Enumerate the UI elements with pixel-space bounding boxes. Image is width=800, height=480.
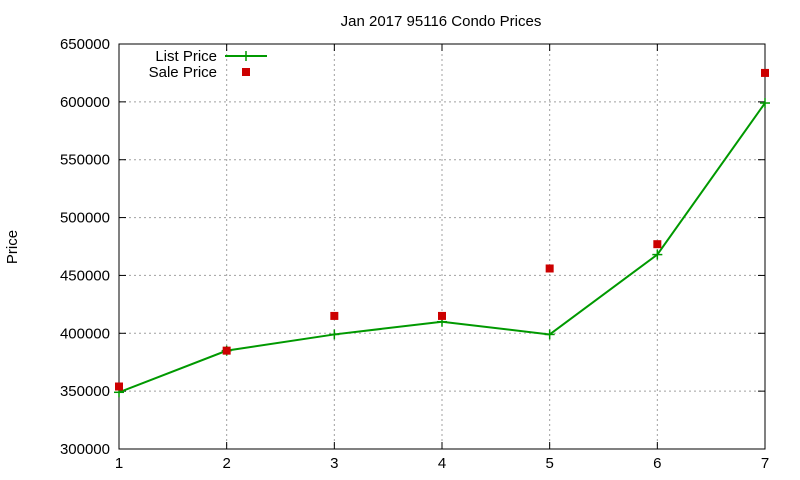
legend-marker-list-price bbox=[241, 51, 251, 61]
sale-price-point bbox=[330, 311, 339, 320]
x-tick-label: 5 bbox=[545, 455, 553, 472]
list-price-point bbox=[544, 329, 555, 340]
axes: 300000 350000 400000 450000 500000 550000 6000… bbox=[60, 36, 769, 472]
x-tick-label: 7 bbox=[761, 455, 769, 472]
grid bbox=[119, 44, 765, 449]
x-tick-label: 2 bbox=[222, 455, 230, 472]
list-price-point bbox=[329, 329, 340, 340]
y-tick-label: 450000 bbox=[60, 267, 110, 284]
x-tick-label: 3 bbox=[330, 455, 338, 472]
sale-price-point bbox=[653, 240, 662, 249]
y-tick-label: 550000 bbox=[60, 152, 110, 169]
sale-price-point bbox=[761, 68, 769, 77]
series bbox=[114, 68, 770, 398]
y-tick-label: 350000 bbox=[60, 383, 110, 400]
list-price-line bbox=[118, 102, 766, 394]
y-tick-label: 400000 bbox=[60, 325, 110, 342]
y-tick-label: 650000 bbox=[60, 36, 110, 53]
x-tick-label: 1 bbox=[115, 455, 123, 472]
sale-price-point bbox=[438, 311, 446, 320]
legend-swatch-sale-price bbox=[242, 68, 250, 76]
chart-title: Jan 2017 95116 Condo Prices bbox=[341, 13, 542, 30]
y-tick-label: 500000 bbox=[60, 210, 110, 227]
y-axis-label: Price bbox=[4, 230, 21, 264]
y-tick-label: 600000 bbox=[60, 94, 110, 111]
sale-price-point bbox=[115, 382, 123, 391]
y-tick-label: 300000 bbox=[60, 441, 110, 458]
list-price-point bbox=[652, 249, 663, 260]
sale-price-point bbox=[222, 346, 231, 355]
legend-label-sale-price: Sale Price bbox=[149, 64, 217, 81]
x-tick-label: 4 bbox=[438, 455, 446, 472]
x-tick-label: 6 bbox=[653, 455, 661, 472]
list-price-point bbox=[760, 98, 770, 109]
sale-price-point bbox=[545, 264, 554, 273]
legend-label-list-price: List Price bbox=[155, 48, 217, 65]
